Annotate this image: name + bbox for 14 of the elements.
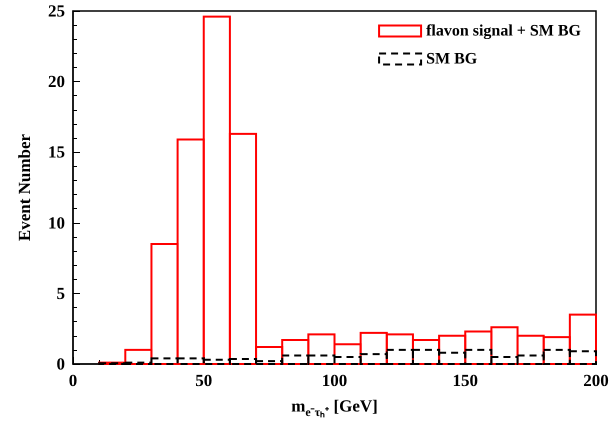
x-tick-label: 50 bbox=[195, 371, 212, 390]
legend-label: flavon signal + SM BG bbox=[426, 22, 582, 40]
y-tick-label: 20 bbox=[48, 72, 65, 92]
y-tick-label: 25 bbox=[48, 2, 65, 20]
y-tick-label: 10 bbox=[48, 213, 65, 232]
x-tick-label: 0 bbox=[68, 371, 78, 390]
y-tick-label: 5 bbox=[56, 284, 65, 303]
y-tick-label: 15 bbox=[48, 142, 65, 162]
x-tick-label: 200 bbox=[583, 371, 609, 390]
x-tick-label: 150 bbox=[452, 371, 478, 390]
legend-label: SM BG bbox=[426, 50, 478, 68]
y-axis-title: Event Number bbox=[15, 133, 34, 242]
y-tick-label: 0 bbox=[56, 354, 65, 374]
x-tick-label: 100 bbox=[322, 371, 348, 390]
